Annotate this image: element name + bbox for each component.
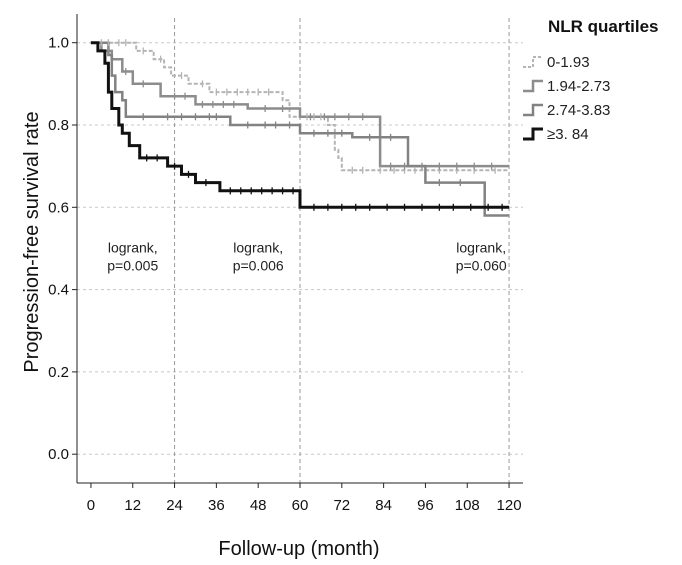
logrank-label: logrank, (456, 240, 506, 256)
x-tick-label: 36 (208, 497, 225, 514)
censor-marks (100, 39, 503, 211)
series-line (90, 41, 510, 217)
legend-label: 0-1.93 (547, 54, 590, 71)
x-axis-title: Follow-up (month) (218, 538, 379, 560)
logrank-p-value: p=0.060 (456, 258, 507, 274)
legend-swatch (523, 56, 543, 68)
logrank-p-value: p=0.006 (233, 258, 284, 274)
x-tick-label: 24 (166, 497, 183, 514)
x-tick-label: 48 (250, 497, 267, 514)
logrank-label: logrank, (233, 240, 283, 256)
logrank-p-value: p=0.005 (107, 258, 158, 274)
legend-title: NLR quartiles (548, 17, 659, 36)
x-tick-label: 120 (497, 497, 522, 514)
y-tick-label: 0.4 (48, 282, 69, 299)
series-line (90, 41, 510, 209)
x-tick-label: 108 (455, 497, 480, 514)
legend-label: 1.94-2.73 (547, 78, 610, 95)
x-tick-label: 12 (124, 497, 141, 514)
y-axis-title: Progression-free survival rate (21, 111, 43, 372)
series-line (90, 41, 510, 168)
x-tick-label: 96 (417, 497, 434, 514)
legend-swatch (523, 79, 543, 93)
legend-swatch (523, 103, 543, 117)
legend: 0-1.93 1.94-2.73 2.74-3.83 ≥3. 84 (523, 54, 610, 143)
series-line (90, 41, 510, 172)
x-tick-label: 60 (292, 497, 309, 514)
x-tick-label: 72 (333, 497, 350, 514)
y-tick-label: 0.6 (48, 199, 69, 216)
y-tick-label: 1.0 (48, 35, 69, 52)
axes: 0.0 0.2 0.4 0.6 0.8 1.0 0 12 24 36 48 60 72 84 96 108 12… (48, 14, 523, 514)
logrank-label: logrank, (108, 240, 158, 256)
x-tick-label: 0 (87, 497, 95, 514)
y-tick-label: 0.2 (48, 364, 69, 381)
legend-swatch (523, 127, 543, 141)
y-tick-label: 0.8 (48, 117, 69, 134)
legend-label: 2.74-3.83 (547, 102, 610, 119)
y-tick-label: 0.0 (48, 446, 69, 463)
legend-label: ≥3. 84 (547, 126, 589, 143)
x-tick-label: 84 (375, 497, 392, 514)
series-group (90, 41, 510, 217)
annotations: logrank, p=0.005 logrank, p=0.006 logrank, p=… (107, 240, 507, 274)
